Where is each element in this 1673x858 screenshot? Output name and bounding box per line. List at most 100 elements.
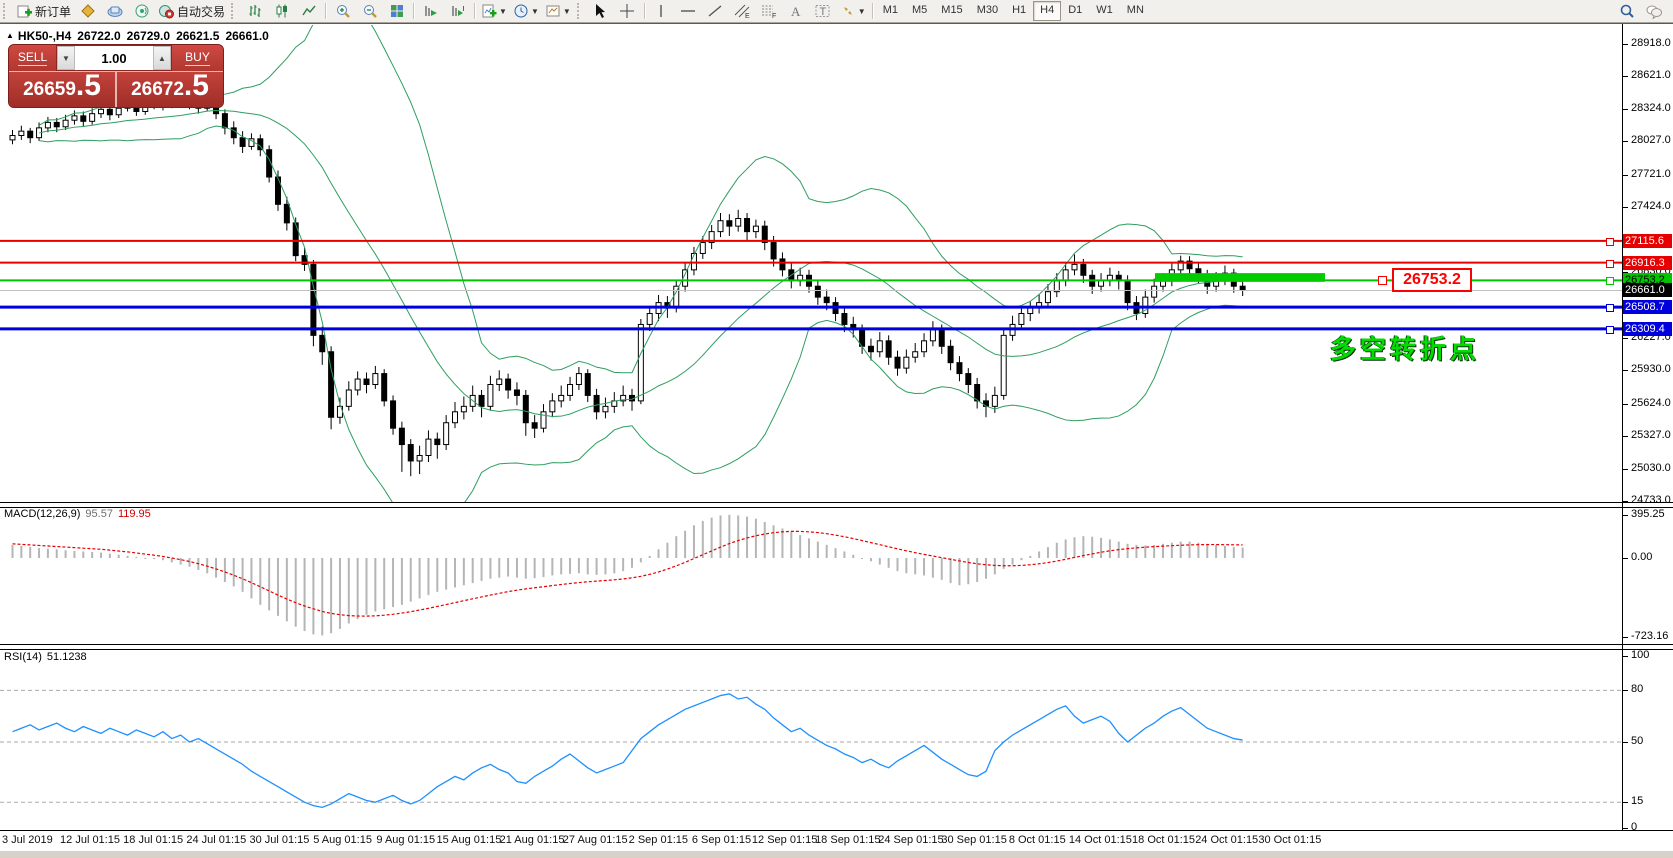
cursor-icon — [592, 3, 608, 19]
time-axis-label: 5 Aug 01:15 — [313, 834, 372, 846]
indicators-dropdown-caret[interactable]: ▼ — [499, 6, 507, 16]
toolbar-grip[interactable] — [231, 3, 238, 19]
time-axis[interactable]: 3 Jul 2019 12 Jul 01:15 18 Jul 01:15 24 Jul… — [0, 831, 1673, 851]
toolbar-grip[interactable] — [3, 3, 10, 19]
toolbar-separator — [413, 3, 415, 19]
horizontal-line-button[interactable] — [675, 0, 702, 22]
fibonacci-button[interactable]: F — [756, 0, 783, 22]
arrows-button[interactable]: ▼ — [837, 0, 869, 22]
auto-trading-button[interactable]: 自动交易 — [155, 0, 228, 22]
timeframe-m30[interactable]: M30 — [976, 4, 999, 16]
buy-button[interactable]: BUY — [172, 45, 223, 71]
crosshair-icon — [619, 3, 635, 19]
price-tick-label: 24733.0 — [1631, 494, 1671, 507]
rsi-tick — [1622, 690, 1628, 692]
price-tick — [1622, 272, 1628, 274]
toolbar-grip[interactable] — [576, 3, 584, 19]
bar-chart-button[interactable] — [241, 0, 268, 22]
rsi-indicator-label: RSI(14) 51.1238 — [4, 651, 87, 663]
price-tick-label: 25624.0 — [1631, 396, 1671, 409]
price-tick-label: 27424.0 — [1631, 200, 1671, 213]
volume-input[interactable] — [75, 46, 153, 70]
time-axis-label: 30 Oct 01:15 — [1258, 834, 1322, 846]
rsi-panel-separator[interactable] — [0, 644, 1673, 650]
new-order-label: 新订单 — [35, 4, 72, 19]
symbol-period-label: HK50-,H4 — [17, 29, 72, 43]
collapse-panel-icon[interactable]: ▲ — [6, 31, 14, 40]
zoom-out-button[interactable] — [356, 0, 383, 22]
arrows-dropdown-caret[interactable]: ▼ — [857, 6, 866, 16]
time-axis-label: 3 Jul 2019 — [2, 834, 53, 846]
cursor-button[interactable] — [587, 0, 614, 22]
toolbar-separator — [474, 3, 476, 19]
chart-shift-button[interactable] — [444, 0, 471, 22]
trendline-button[interactable] — [702, 0, 729, 22]
volume-decrease-button[interactable]: ▼ — [57, 46, 75, 70]
hline-handle[interactable] — [1606, 304, 1614, 313]
crosshair-button[interactable] — [614, 0, 641, 22]
time-axis-label: 18 Jul 01:15 — [123, 834, 184, 846]
virtual-hosting-button[interactable] — [101, 0, 128, 22]
search-button[interactable] — [1613, 0, 1640, 22]
rsi-plot[interactable] — [0, 649, 1622, 830]
timeframe-h1[interactable]: H1 — [1012, 4, 1027, 16]
main-chart-plot[interactable] — [0, 25, 1622, 502]
metaeditor-button[interactable] — [74, 0, 101, 22]
periods-dropdown-caret[interactable]: ▼ — [530, 6, 539, 16]
buy-price[interactable]: 26672.5 — [117, 71, 223, 107]
signals-button[interactable] — [128, 0, 155, 22]
timeframe-mn[interactable]: MN — [1126, 4, 1144, 16]
timeframe-m5[interactable]: M5 — [912, 4, 928, 16]
line-chart-button[interactable] — [295, 0, 322, 22]
timeframe-m1[interactable]: M1 — [882, 4, 898, 16]
timeframe-d1[interactable]: D1 — [1068, 4, 1083, 16]
macd-tick — [1622, 514, 1628, 516]
price-tick — [1622, 174, 1628, 176]
templates-button[interactable]: ▼ — [542, 0, 574, 22]
vertical-line-button[interactable] — [648, 0, 675, 22]
equidistant-channel-button[interactable]: E — [729, 0, 756, 22]
hline-handle[interactable] — [1606, 259, 1614, 268]
hline-handle[interactable] — [1606, 325, 1614, 334]
macd-panel-separator[interactable] — [0, 502, 1673, 508]
current-price-label: 26661.0 — [1623, 283, 1672, 298]
rsi-tick-label: 80 — [1631, 683, 1644, 696]
price-tick-label: 28027.0 — [1631, 134, 1671, 147]
sell-price[interactable]: 26659.5 — [9, 71, 115, 107]
buy-price-main: 26672 — [131, 79, 184, 100]
turning-point-annotation[interactable]: 多空转折点 — [1330, 334, 1481, 364]
equidistant-channel-icon: E — [733, 3, 751, 19]
time-axis-label: 15 Aug 01:15 — [436, 834, 502, 846]
timeframe-m15[interactable]: M15 — [941, 4, 963, 16]
auto-scroll-button[interactable] — [417, 0, 444, 22]
timeframe-h4[interactable]: H4 — [1033, 1, 1062, 21]
price-tick-label: 28918.0 — [1631, 37, 1671, 49]
toolbar: 新订单 自动交易 — [0, 0, 1673, 23]
price-tag-label[interactable]: 26753.2 — [1392, 268, 1472, 293]
templates-dropdown-caret[interactable]: ▼ — [562, 6, 571, 16]
text-button[interactable]: A — [783, 0, 810, 22]
rsi-value: 51.1238 — [46, 651, 87, 663]
indicators-button[interactable]: ▼ — [478, 0, 510, 22]
hline-handle[interactable] — [1606, 237, 1614, 246]
price-tag-anchor[interactable] — [1378, 276, 1387, 286]
time-axis-label: 14 Oct 01:15 — [1068, 834, 1132, 846]
tile-windows-button[interactable] — [383, 0, 410, 22]
macd-plot[interactable] — [0, 506, 1622, 644]
time-axis-label: 21 Aug 01:15 — [499, 834, 565, 846]
candlestick-chart-button[interactable] — [268, 0, 295, 22]
chat-button[interactable] — [1640, 0, 1667, 22]
hline-handle[interactable] — [1606, 277, 1614, 286]
sell-button[interactable]: SELL — [9, 45, 56, 71]
sell-price-main: 26659 — [23, 79, 76, 100]
zoom-in-button[interactable] — [329, 0, 356, 22]
time-axis-label: 24 Jul 01:15 — [186, 834, 247, 846]
text-label-button[interactable]: T — [810, 0, 837, 22]
new-order-button[interactable]: 新订单 — [13, 0, 74, 22]
arrows-icon — [840, 3, 856, 19]
price-tick-label: 25030.0 — [1631, 461, 1671, 474]
timeframe-w1[interactable]: W1 — [1096, 4, 1113, 16]
periods-button[interactable]: ▼ — [510, 0, 542, 22]
price-tick — [1622, 44, 1628, 45]
volume-increase-button[interactable]: ▲ — [153, 46, 171, 70]
